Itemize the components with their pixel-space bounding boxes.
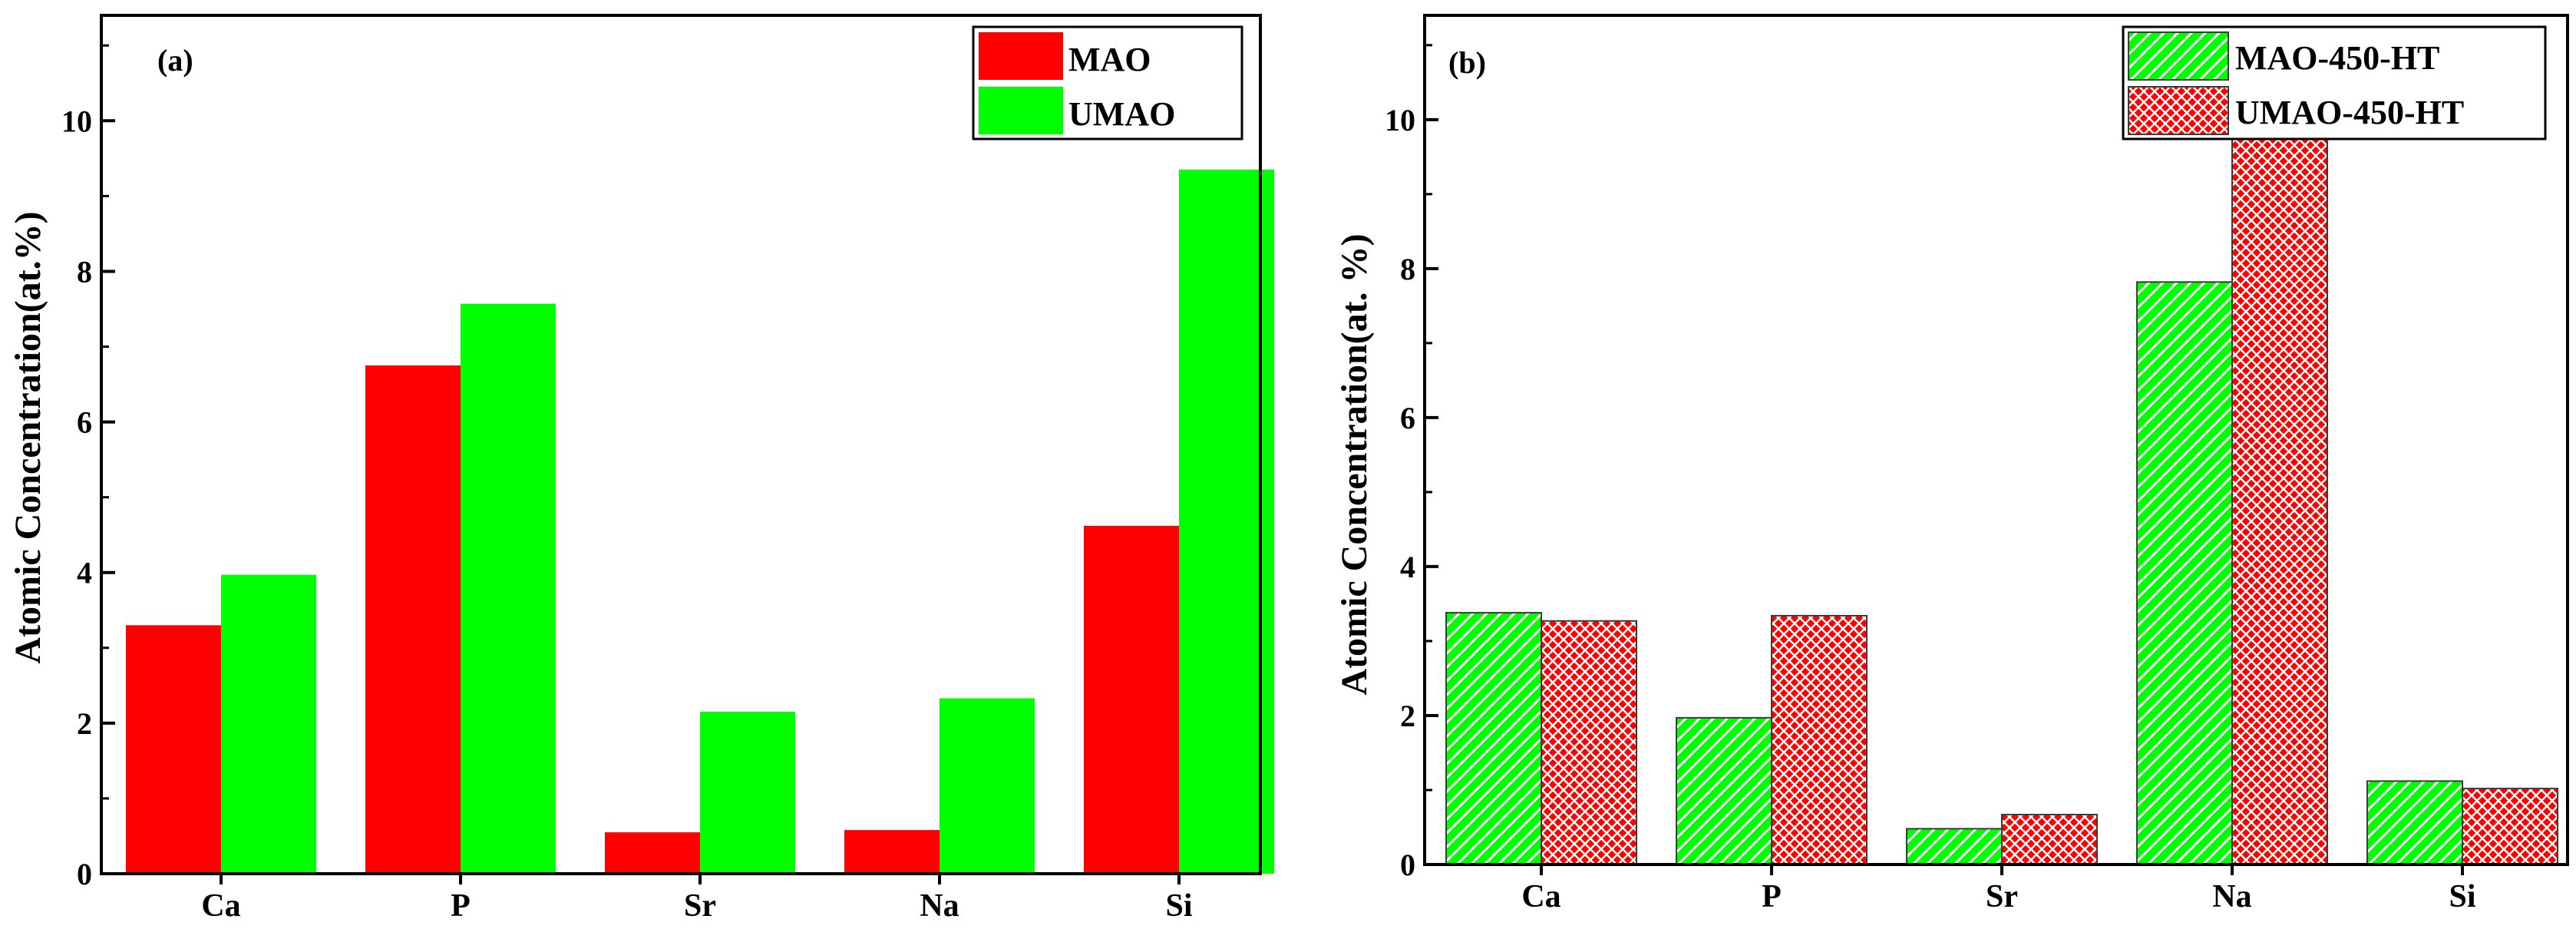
ytick-label: 6 xyxy=(1400,401,1415,435)
bar-mao-450-ht-na xyxy=(2136,281,2233,865)
panel-a-yticks: 0 2 4 6 8 10 xyxy=(61,44,115,891)
panel-a-label: (a) xyxy=(157,43,193,78)
panel-a-ylabel: Atomic Concentration(at.%) xyxy=(8,211,48,663)
panel-a-categories: Ca P Sr Na Si xyxy=(201,874,1193,924)
ytick-label: 10 xyxy=(61,104,92,138)
bar-mao-450-ht-si xyxy=(2366,780,2463,865)
bar-mao-450-ht-sr xyxy=(1906,828,2003,865)
bar-umao-450-ht-sr xyxy=(2001,813,2098,866)
ytick-label: 6 xyxy=(77,405,92,440)
ytick-label: 2 xyxy=(1400,699,1415,733)
chart-panel-a: (a) Atomic Concentration(at.%) 0 2 4 6 8 10 C… xyxy=(8,14,1274,924)
panel-a-legend-swatch-umao xyxy=(979,87,1063,134)
ytick-label: 2 xyxy=(77,706,92,741)
bar-umao-sr xyxy=(700,712,795,874)
panel-b-legend-umao-450-ht: UMAO-450-HT xyxy=(2235,94,2464,131)
panel-b-ylabel: Atomic Concentration(at. %) xyxy=(1334,233,1375,695)
panel-b-label: (b) xyxy=(1448,45,1486,80)
category-label-ca: Ca xyxy=(1521,879,1560,914)
panel-a-legend: MAO UMAO xyxy=(972,25,1243,141)
bar-mao-450-ht-p xyxy=(1676,716,1772,865)
panel-a-legend-swatch-mao xyxy=(979,32,1063,80)
ytick-label: 4 xyxy=(77,556,92,590)
ytick-label: 0 xyxy=(1400,848,1415,882)
category-label-na: Na xyxy=(2212,879,2251,914)
panel-b-yticks: 0 2 4 6 8 10 xyxy=(1385,44,1438,882)
category-label-p: P xyxy=(451,888,471,924)
category-label-si: Si xyxy=(2449,879,2475,914)
bar-umao-450-ht-ca xyxy=(1541,620,1637,865)
bar-umao-450-ht-na xyxy=(2231,137,2328,866)
bar-mao-na xyxy=(844,830,940,874)
category-label-si: Si xyxy=(1165,888,1192,924)
panel-b-bars xyxy=(1445,137,2558,866)
panel-b-legend-mao-450-ht: MAO-450-HT xyxy=(2235,39,2439,77)
bar-umao-na xyxy=(940,698,1035,874)
bar-umao-si xyxy=(1179,170,1274,874)
category-label-sr: Sr xyxy=(684,888,716,924)
panel-b-legend-swatch-mao-450-ht xyxy=(2128,31,2229,81)
panel-a-bars xyxy=(126,170,1274,874)
category-label-na: Na xyxy=(920,888,959,924)
bar-mao-450-ht-ca xyxy=(1445,612,1542,865)
ytick-label: 4 xyxy=(1400,550,1415,584)
bar-umao-450-ht-si xyxy=(2462,788,2558,866)
chart-panel-b: (b) Atomic Concentration(at. %) 0246810 … xyxy=(1334,14,2569,914)
bar-mao-si xyxy=(1084,525,1179,874)
panel-b-legend: MAO-450-HT UMAO-450-HT xyxy=(2122,25,2547,141)
bar-mao-ca xyxy=(126,625,221,874)
bar-mao-p xyxy=(365,365,461,874)
ytick-label: 8 xyxy=(77,254,92,289)
bar-umao-p xyxy=(461,303,556,874)
panel-b-categories: Ca P Sr Na Si xyxy=(1521,865,2476,914)
panel-a-legend-mao: MAO xyxy=(1068,41,1151,78)
ytick-label: 0 xyxy=(77,857,92,891)
bar-umao-450-ht-p xyxy=(1771,614,1868,866)
bar-umao-ca xyxy=(221,574,316,874)
category-label-p: P xyxy=(1762,879,1782,914)
bar-mao-sr xyxy=(605,832,700,874)
category-label-sr: Sr xyxy=(1986,879,2018,914)
panel-a-plot-frame xyxy=(100,14,1262,875)
panel-b-plot-frame xyxy=(1423,14,2569,866)
panel-a-legend-umao: UMAO xyxy=(1068,95,1175,133)
ytick-label: 8 xyxy=(1400,252,1415,286)
panel-b-legend-swatch-umao-450-ht xyxy=(2128,86,2229,135)
ytick-label: 10 xyxy=(1385,103,1415,137)
category-label-ca: Ca xyxy=(201,888,240,924)
